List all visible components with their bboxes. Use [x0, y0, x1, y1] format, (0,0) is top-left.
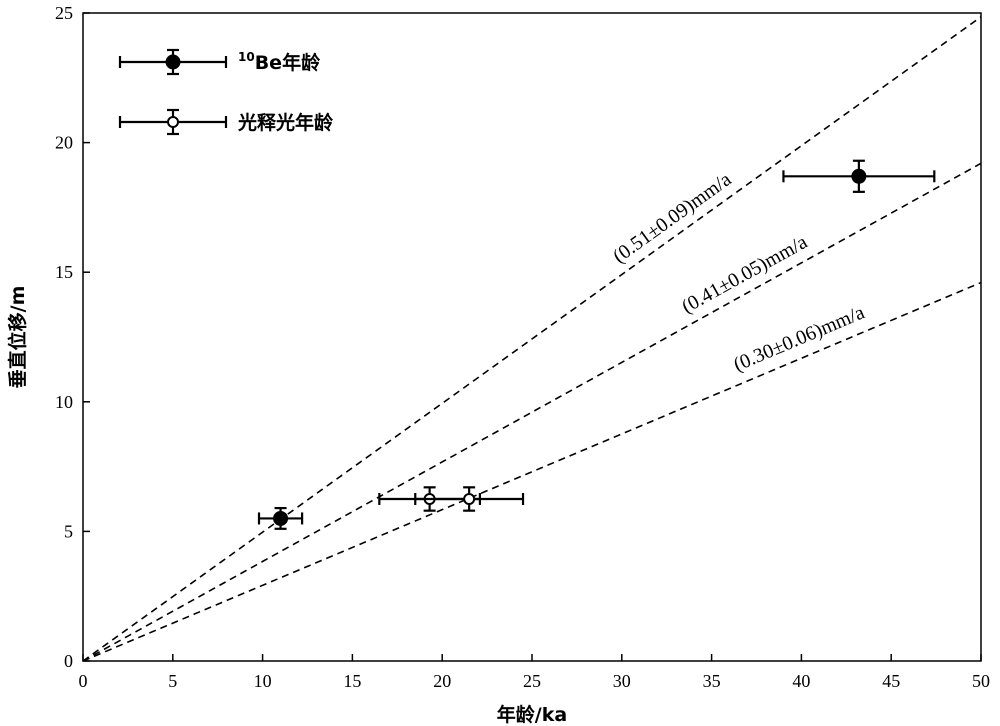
- x-tick-label: 45: [882, 671, 900, 691]
- y-tick-label: 20: [55, 133, 73, 153]
- legend-label-text: Be年龄: [255, 51, 321, 74]
- filled-circle-marker: [851, 168, 867, 184]
- data-point: [257, 506, 304, 530]
- x-tick-label: 40: [792, 671, 810, 691]
- x-tick-label: 15: [343, 671, 361, 691]
- rate-line: [82, 162, 982, 662]
- x-tick-label: 10: [254, 671, 272, 691]
- data-point: [414, 486, 525, 512]
- x-tick-label: 35: [703, 671, 721, 691]
- legend-label: 10Be年龄: [238, 50, 321, 74]
- rate-lines: [82, 16, 982, 662]
- data-point: [782, 159, 936, 193]
- y-tick-label: 5: [64, 521, 73, 541]
- x-axis: 0 5 10 15 20 25 30 35 40 45 50: [79, 654, 990, 691]
- legend-label: 光释光年龄: [237, 111, 334, 134]
- y-tick-label: 15: [55, 262, 73, 282]
- open-circle-marker: [463, 493, 476, 505]
- plot-frame: [82, 12, 982, 662]
- y-tick-label: 25: [55, 3, 73, 23]
- data-point: [118, 48, 228, 76]
- rate-labels: (0.51±0.09)mm/a(0.41±0.05)mm/a(0.30±0.06…: [609, 168, 868, 376]
- y-axis: 0 5 10 15 20 25: [55, 3, 90, 671]
- x-axis-title: 年龄/ka: [497, 703, 567, 726]
- x-tick-label: 50: [972, 671, 990, 691]
- rate-line-label: (0.51±0.09)mm/a: [609, 168, 736, 267]
- open-circle-marker: [167, 116, 179, 128]
- y-tick-label: 10: [55, 392, 73, 412]
- data-points: [257, 159, 936, 530]
- y-axis-title: 垂直位移/m: [6, 286, 29, 389]
- y-tick-label: 0: [64, 651, 73, 671]
- filled-circle-marker: [165, 54, 181, 70]
- x-tick-label: 20: [433, 671, 451, 691]
- x-tick-label: 0: [79, 671, 88, 691]
- legend-label-superscript: 10: [238, 50, 255, 64]
- rate-line: [82, 16, 982, 662]
- filled-circle-marker: [273, 510, 289, 526]
- rate-line: [82, 281, 982, 662]
- rate-line-label: (0.41±0.05)mm/a: [678, 231, 811, 318]
- x-tick-label: 25: [523, 671, 541, 691]
- data-point: [118, 108, 228, 136]
- x-tick-label: 30: [613, 671, 631, 691]
- x-tick-label: 5: [168, 671, 177, 691]
